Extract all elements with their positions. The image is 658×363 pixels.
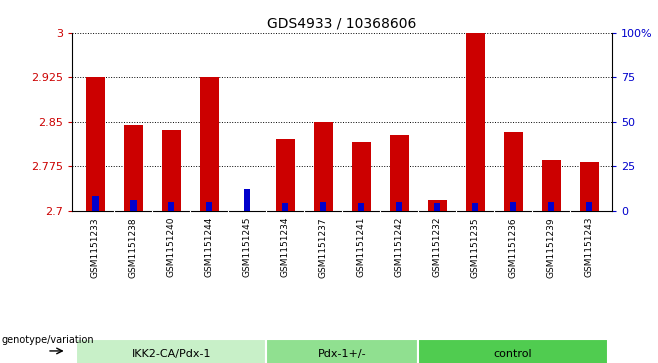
Bar: [86, 77, 105, 211]
Text: GSM1151237: GSM1151237: [318, 217, 328, 278]
Text: genotype/variation: genotype/variation: [1, 335, 94, 345]
Bar: [390, 135, 409, 211]
Bar: [396, 201, 403, 211]
Title: GDS4933 / 10368606: GDS4933 / 10368606: [267, 16, 417, 30]
Text: GSM1151240: GSM1151240: [166, 217, 176, 277]
Text: control: control: [494, 349, 532, 359]
Bar: [434, 203, 440, 211]
Bar: [580, 162, 599, 211]
Bar: [266, 339, 418, 363]
Text: GSM1151244: GSM1151244: [205, 217, 214, 277]
Text: GSM1151236: GSM1151236: [509, 217, 518, 278]
Bar: [130, 200, 136, 211]
Bar: [168, 201, 174, 211]
Bar: [162, 130, 181, 211]
Bar: [282, 203, 288, 211]
Bar: [542, 160, 561, 211]
Bar: [428, 200, 447, 211]
Text: GSM1151234: GSM1151234: [281, 217, 290, 277]
Text: GSM1151243: GSM1151243: [585, 217, 594, 277]
Bar: [418, 339, 608, 363]
Bar: [472, 203, 478, 211]
Bar: [314, 122, 333, 211]
Bar: [76, 339, 266, 363]
Bar: [276, 139, 295, 211]
Text: GSM1151238: GSM1151238: [129, 217, 138, 278]
Text: GSM1151241: GSM1151241: [357, 217, 366, 277]
Text: GSM1151233: GSM1151233: [91, 217, 99, 278]
Bar: [244, 189, 251, 211]
Bar: [548, 201, 555, 211]
Bar: [503, 132, 522, 211]
Text: GSM1151242: GSM1151242: [395, 217, 403, 277]
Text: IKK2-CA/Pdx-1: IKK2-CA/Pdx-1: [132, 349, 211, 359]
Text: GSM1151232: GSM1151232: [433, 217, 442, 277]
Bar: [586, 201, 592, 211]
Bar: [351, 142, 370, 211]
Text: Pdx-1+/-: Pdx-1+/-: [318, 349, 367, 359]
Bar: [124, 125, 143, 211]
Bar: [206, 201, 213, 211]
Bar: [466, 33, 485, 211]
Text: GSM1151235: GSM1151235: [470, 217, 480, 278]
Text: GSM1151239: GSM1151239: [547, 217, 555, 278]
Bar: [320, 201, 326, 211]
Bar: [92, 196, 99, 211]
Bar: [358, 203, 365, 211]
Bar: [199, 77, 218, 211]
Bar: [510, 201, 517, 211]
Text: GSM1151245: GSM1151245: [243, 217, 251, 277]
